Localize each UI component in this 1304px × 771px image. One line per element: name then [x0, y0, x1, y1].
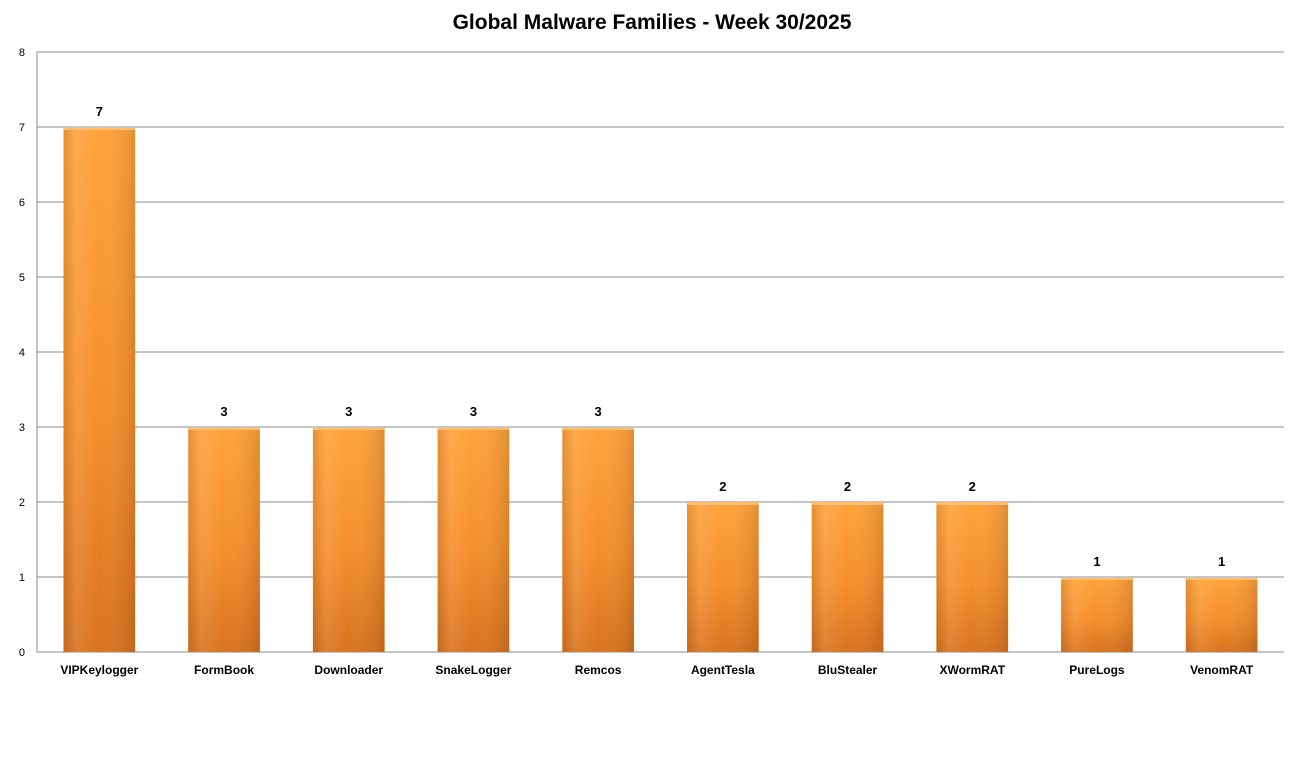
x-tick-label: SnakeLogger [435, 663, 511, 677]
bar [936, 502, 1009, 652]
bar-sheen [1185, 577, 1258, 652]
bar [1061, 577, 1133, 652]
bar [63, 127, 136, 652]
y-tick-label: 2 [19, 497, 25, 509]
bar-top-highlight [686, 502, 759, 505]
x-tick-label: VenomRAT [1190, 663, 1254, 677]
data-label: 3 [595, 404, 602, 419]
data-label: 2 [844, 479, 851, 494]
bar-top-highlight [188, 427, 260, 430]
bar-top-highlight [562, 427, 635, 430]
bar-sheen [936, 502, 1009, 652]
bar-sheen [811, 502, 884, 652]
bar-top-highlight [437, 427, 510, 430]
x-tick-label: VIPKeylogger [60, 663, 138, 677]
data-label: 1 [1218, 554, 1225, 569]
y-tick-label: 1 [19, 572, 25, 584]
x-tick-label: Downloader [314, 663, 383, 677]
bar [312, 427, 385, 652]
bar-sheen [562, 427, 635, 652]
bar-sheen [1061, 577, 1133, 652]
bar-sheen [63, 127, 136, 652]
y-tick-label: 5 [19, 272, 25, 284]
y-tick-label: 7 [19, 122, 25, 134]
bar-top-highlight [1185, 577, 1258, 580]
bar [1185, 577, 1258, 652]
labels: 7 VIPKeylogger 3 FormBook 3 Downloader 3 SnakeL… [60, 104, 1254, 677]
y-tick-label: 0 [19, 647, 25, 659]
bar [811, 502, 884, 652]
bar [188, 427, 260, 652]
bar-top-highlight [811, 502, 884, 505]
data-label: 2 [719, 479, 726, 494]
data-label: 3 [220, 404, 227, 419]
x-tick-label: XWormRAT [939, 663, 1005, 677]
bars [63, 127, 1258, 652]
x-tick-label: PureLogs [1069, 663, 1125, 677]
y-tick-label: 6 [19, 197, 25, 209]
y-tick-label: 3 [19, 422, 25, 434]
bar [562, 427, 635, 652]
y-tick-label: 8 [19, 47, 25, 59]
x-tick-label: Remcos [575, 663, 622, 677]
bar-sheen [686, 502, 759, 652]
bar-top-highlight [936, 502, 1009, 505]
bar [437, 427, 510, 652]
bar-sheen [312, 427, 385, 652]
bar [686, 502, 759, 652]
data-label: 7 [96, 104, 103, 119]
data-label: 1 [1093, 554, 1100, 569]
x-tick-label: FormBook [194, 663, 254, 677]
bar-top-highlight [312, 427, 385, 430]
x-tick-label: BluStealer [818, 663, 878, 677]
x-tick-label: AgentTesla [691, 663, 755, 677]
data-label: 3 [470, 404, 477, 419]
data-label: 2 [969, 479, 976, 494]
bar-top-highlight [63, 127, 136, 130]
bar-sheen [437, 427, 510, 652]
data-label: 3 [345, 404, 352, 419]
gridlines [37, 51, 1284, 578]
bar-sheen [188, 427, 260, 652]
chart-title: Global Malware Families - Week 30/2025 [452, 11, 852, 34]
bar-top-highlight [1061, 577, 1133, 580]
y-tick-label: 4 [19, 347, 25, 359]
